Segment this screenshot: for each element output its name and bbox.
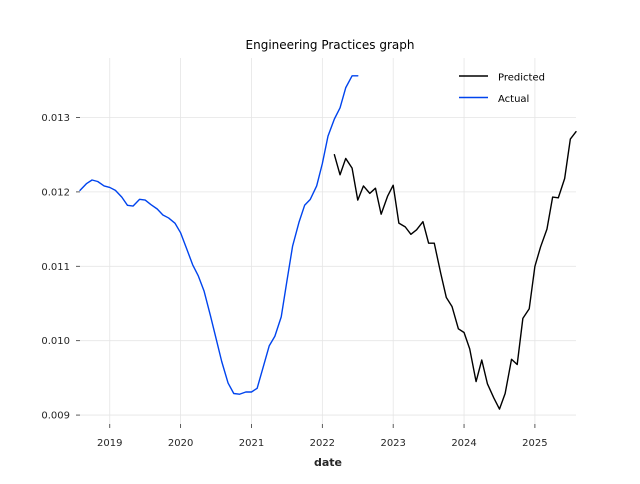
y-tick-label: 0.011 bbox=[41, 262, 70, 273]
x-tick-label: 2022 bbox=[310, 438, 335, 449]
legend-label-predicted: Predicted bbox=[498, 73, 545, 84]
x-tick-label: 2023 bbox=[380, 438, 405, 449]
y-tick-label: 0.009 bbox=[41, 411, 70, 422]
y-tick-label: 0.012 bbox=[41, 187, 70, 198]
chart-title: Engineering Practices graph bbox=[246, 38, 415, 52]
x-tick-label: 2021 bbox=[239, 438, 264, 449]
legend: Predicted Actual bbox=[459, 73, 545, 105]
y-tick-label: 0.013 bbox=[41, 113, 70, 124]
x-axis-label: date bbox=[314, 456, 342, 469]
grid-lines bbox=[80, 58, 576, 424]
data-series bbox=[79, 75, 577, 410]
series-line-predicted bbox=[333, 130, 577, 410]
x-tick-label: 2024 bbox=[451, 438, 476, 449]
x-tick-label: 2025 bbox=[522, 438, 547, 449]
y-tick-label: 0.010 bbox=[41, 336, 70, 347]
x-tick-label: 2020 bbox=[168, 438, 193, 449]
axis-ticks: 2019 2020 2021 2022 2023 2024 2025 0.009 0.010 0.… bbox=[41, 113, 547, 449]
series-line-actual bbox=[79, 75, 359, 395]
legend-label-actual: Actual bbox=[498, 94, 529, 105]
x-tick-label: 2019 bbox=[97, 438, 122, 449]
